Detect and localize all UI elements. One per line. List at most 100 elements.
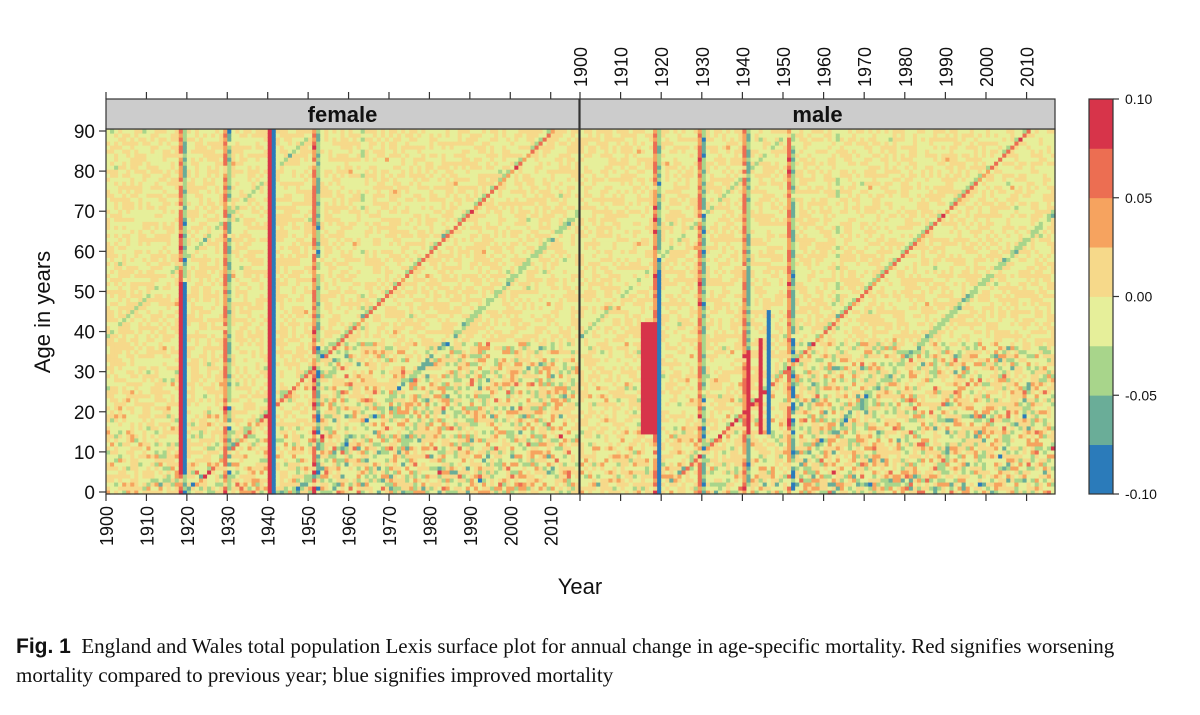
heat-cell	[223, 321, 228, 327]
heat-cell	[198, 369, 204, 375]
heat-cell	[138, 185, 143, 190]
heat-cell	[174, 205, 180, 210]
heat-cell	[186, 265, 192, 270]
heat-cell	[259, 345, 265, 351]
heat-cell	[126, 485, 131, 491]
heat-cell	[114, 301, 119, 307]
heat-cell	[170, 437, 176, 443]
heat-cell	[118, 249, 123, 254]
heat-cell	[243, 385, 249, 391]
heat-cell	[267, 421, 273, 427]
heat-cell	[110, 333, 115, 339]
heat-cell	[138, 365, 143, 371]
heat-cell	[251, 313, 257, 319]
heat-cell	[304, 417, 309, 423]
heat-cell	[170, 229, 176, 234]
heat-cell	[154, 441, 160, 447]
heat-cell	[126, 313, 131, 319]
heat-cell	[126, 265, 131, 270]
heat-cell	[271, 337, 277, 343]
heat-cell	[154, 337, 160, 343]
heat-cell	[255, 489, 261, 495]
heat-cell	[158, 277, 164, 283]
heat-cell	[130, 313, 135, 319]
heat-cell	[223, 293, 228, 299]
heat-cell	[106, 481, 111, 487]
heat-cell	[263, 485, 269, 491]
heat-cell	[255, 405, 261, 411]
heat-cell	[158, 381, 164, 387]
heat-cell	[312, 441, 317, 447]
heat-cell	[138, 265, 143, 270]
heat-cell	[114, 181, 119, 186]
heat-cell	[170, 277, 176, 283]
heat-cell	[308, 221, 313, 226]
heat-cell	[170, 333, 176, 339]
heat-cell	[324, 317, 329, 323]
heat-cell	[182, 217, 188, 222]
heat-cell	[174, 489, 180, 495]
heat-cell	[142, 209, 148, 214]
heat-cell	[227, 133, 232, 138]
heat-cell	[170, 425, 176, 431]
heat-cell	[162, 441, 168, 447]
heat-cell	[106, 137, 111, 142]
heat-cell	[308, 197, 313, 202]
heat-cell	[291, 249, 297, 254]
heat-cell	[138, 245, 143, 250]
heat-cell	[320, 161, 325, 166]
heat-cell	[275, 349, 281, 355]
heat-cell	[235, 429, 241, 435]
heat-cell	[304, 205, 309, 210]
heat-cell	[219, 465, 224, 471]
heat-cell	[118, 141, 123, 146]
heat-cell	[162, 437, 168, 443]
heat-cell	[150, 473, 156, 479]
heat-cell	[263, 181, 269, 186]
heat-cell	[251, 369, 257, 375]
heat-cell	[324, 477, 329, 483]
heat-cell	[235, 333, 241, 339]
heat-cell	[267, 145, 273, 150]
heat-cell	[231, 381, 236, 387]
heat-cell	[122, 381, 127, 387]
heat-cell	[227, 161, 232, 166]
heat-cell	[279, 277, 285, 283]
heat-cell	[106, 405, 111, 411]
panel-female: female	[105, 98, 580, 495]
heat-cell	[235, 205, 241, 210]
heat-cell	[263, 469, 269, 475]
heat-cell	[106, 457, 111, 463]
heat-cell	[166, 353, 172, 359]
heat-cell	[182, 201, 188, 206]
heat-cell	[300, 341, 305, 347]
heat-cell	[324, 237, 329, 242]
heat-cell	[134, 445, 139, 451]
heat-cell	[287, 145, 293, 150]
heat-cell	[166, 413, 172, 419]
heat-cell	[300, 389, 305, 395]
heat-cell	[279, 217, 285, 222]
heat-cell	[300, 477, 305, 483]
heat-cell	[142, 401, 148, 407]
heat-cell	[170, 169, 176, 174]
heat-cell	[283, 477, 289, 483]
heat-cell	[186, 457, 192, 463]
heat-cell	[182, 189, 188, 194]
heat-cell	[247, 289, 253, 295]
heat-cell	[255, 289, 261, 295]
heat-cell	[312, 269, 317, 274]
heat-cell	[170, 469, 176, 475]
heat-cell	[271, 345, 277, 351]
heat-cell	[255, 173, 261, 178]
heat-cell	[275, 189, 281, 194]
heat-cell	[203, 433, 208, 439]
heat-cell	[243, 253, 249, 258]
heat-cell	[239, 489, 245, 495]
heat-cell	[316, 317, 321, 323]
heat-cell	[203, 417, 208, 423]
heat-cell	[279, 325, 285, 331]
heat-cell	[158, 249, 164, 254]
heat-cell	[122, 301, 127, 307]
heat-cell	[283, 377, 289, 383]
